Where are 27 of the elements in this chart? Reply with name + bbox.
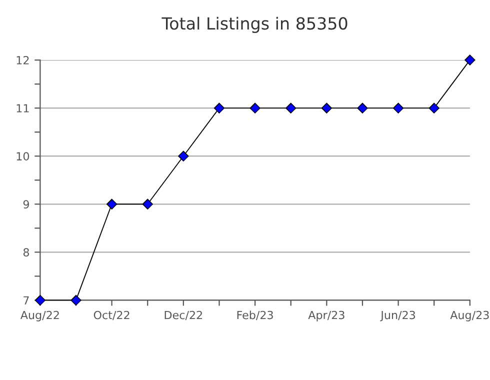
y-tick-label: 12: [16, 56, 29, 64]
point: [34, 294, 46, 306]
x-tick-label: Aug/23: [450, 310, 489, 322]
y-tick-label: 9: [23, 200, 29, 209]
point: [106, 198, 118, 210]
x-tick-label: Dec/22: [164, 310, 202, 320]
point: [464, 54, 476, 66]
point: [70, 294, 82, 306]
point: [286, 102, 296, 114]
x-tick-label: Feb/23: [237, 310, 273, 320]
x-tick-label: Aug/22: [20, 310, 59, 322]
x-tick-label: Jun/23: [380, 310, 416, 322]
x-tick-label: Oct/22: [94, 310, 130, 320]
y-tick-label: 11: [16, 104, 29, 112]
y-tick-label: 8: [23, 248, 30, 257]
point: [321, 102, 332, 114]
point: [214, 102, 225, 114]
chart-title: Total Listings in 85350: [162, 16, 348, 33]
y-tick-label: 7: [24, 296, 29, 304]
point: [428, 102, 440, 114]
point: [142, 198, 153, 210]
x-tick-label: Apr/23: [308, 310, 344, 322]
point: [357, 102, 368, 114]
point: [250, 102, 260, 114]
point: [178, 150, 189, 162]
y-tick-label: 10: [16, 152, 30, 160]
point: [392, 102, 404, 114]
